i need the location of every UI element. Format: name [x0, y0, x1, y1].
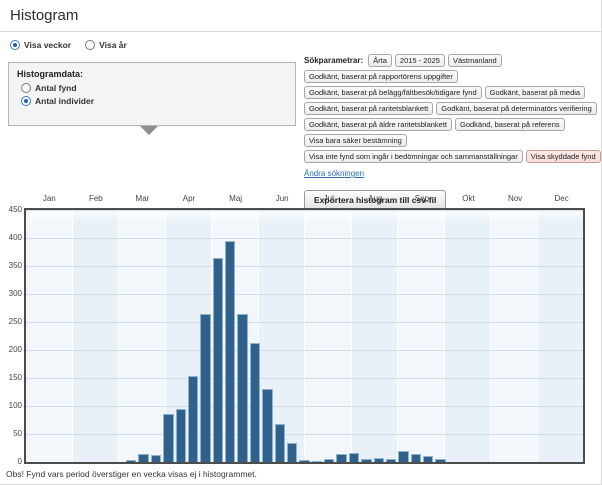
radio-icon[interactable]: [21, 83, 31, 93]
filter-chip[interactable]: Godkänt, baserat på äldre raritetsblanke…: [304, 118, 452, 131]
bar-week-23: [299, 459, 310, 462]
bar-week-16: [212, 257, 224, 462]
y-axis-label: 250: [8, 317, 22, 326]
filter-chip[interactable]: Visa skyddade fynd: [525, 150, 601, 163]
filter-chip[interactable]: Godkänd, baserat på referens: [455, 118, 565, 131]
bar-week-20: [262, 389, 273, 462]
filter-chip[interactable]: Årta: [368, 54, 392, 67]
filter-chip[interactable]: Västmanland: [447, 54, 502, 67]
y-axis-label: 300: [8, 289, 22, 298]
histogramdata-label: Histogramdata:: [17, 69, 84, 79]
footnote: Obs! Fynd vars period överstiger en veck…: [6, 469, 257, 479]
y-axis-label: 0: [17, 457, 22, 466]
bar-week-21: [274, 424, 285, 462]
radio-label: Antal individer: [35, 96, 95, 106]
bar-week-31: [398, 450, 409, 462]
search-parameters-label: Sökparametrar:: [304, 56, 364, 65]
bar-week-22: [286, 442, 298, 462]
bar-week-30: [385, 459, 397, 462]
filter-chip[interactable]: Godkänt, baserat på determinatörs verifi…: [436, 102, 597, 115]
month-label: Jun: [275, 194, 289, 203]
month-label: Dec: [554, 194, 569, 203]
y-axis-label: 200: [8, 345, 22, 354]
bar-week-12: [163, 414, 174, 462]
radio-icon[interactable]: [10, 40, 20, 50]
month-label: Maj: [229, 194, 243, 203]
month-label: Nov: [507, 194, 523, 203]
bar-week-26: [336, 453, 347, 462]
bar-week-29: [373, 457, 384, 462]
radio-visa-ar[interactable]: Visa år: [85, 40, 127, 50]
y-axis-label: 350: [8, 261, 22, 270]
bar-week-9: [126, 459, 137, 462]
title-divider: [0, 31, 602, 32]
month-label: Aug: [368, 194, 383, 203]
month-label: Apr: [182, 194, 196, 203]
bar-week-34: [435, 458, 446, 462]
edit-search-link[interactable]: Ändra sökningen: [304, 169, 365, 178]
filter-chip-list: Sökparametrar: Årta 2015 - 2025 Västmanlan…: [304, 54, 602, 163]
month-axis: Jan Feb Mar Apr Maj Jun Jul Aug Sep Okt Nov Dec: [26, 194, 585, 206]
search-parameters-panel: Sökparametrar: Årta 2015 - 2025 Västmanlan…: [304, 54, 602, 210]
radio-label: Antal fynd: [35, 83, 77, 93]
bar-week-10: [138, 453, 149, 462]
filter-chip[interactable]: Godkänt, baserat på media: [484, 86, 586, 99]
histogram-chart: Jan Feb Mar Apr Maj Jun Jul Aug Sep Okt Nov Dec 450…: [0, 194, 602, 472]
bar-week-11: [150, 455, 162, 462]
tooltip-arrow-icon: [140, 126, 158, 135]
gridlines: [26, 210, 583, 462]
bar-week-14: [187, 376, 199, 462]
month-label: Jan: [42, 194, 56, 203]
y-axis-label: 150: [8, 373, 22, 382]
month-label: Jul: [323, 194, 334, 203]
bar-week-19: [249, 343, 261, 462]
filter-chip[interactable]: Godkänt, baserat på rapportörens uppgift…: [304, 70, 458, 83]
radio-icon[interactable]: [21, 96, 31, 106]
bar-week-27: [348, 453, 360, 462]
y-axis-label: 400: [8, 233, 22, 242]
radio-icon[interactable]: [85, 40, 96, 50]
radio-label: Visa veckor: [24, 40, 72, 50]
radio-label: Visa år: [99, 40, 127, 50]
bar-week-13: [175, 408, 186, 462]
y-axis-label: 50: [13, 429, 22, 438]
month-label: Sep: [414, 194, 430, 203]
month-label: Feb: [88, 194, 103, 203]
bar-week-28: [361, 459, 372, 462]
filter-chip[interactable]: Visa inte fynd som ingår i bedömningar o…: [304, 150, 523, 163]
bar-week-18: [237, 313, 248, 462]
month-label: Mar: [135, 194, 150, 203]
bar-week-15: [200, 314, 211, 462]
radio-visa-veckor[interactable]: Visa veckor: [10, 40, 71, 50]
page-title: Histogram: [10, 7, 79, 24]
filter-chip[interactable]: 2015 - 2025: [394, 54, 445, 67]
filter-chip[interactable]: Godkänt, baserat på raritetsblankett: [304, 102, 434, 115]
month-label: Okt: [462, 194, 475, 203]
filter-chip[interactable]: Visa bara säker bestämning: [304, 134, 407, 147]
view-toggle-group: Visa veckor Visa år: [10, 40, 127, 50]
y-axis-label: 450: [8, 205, 22, 214]
bar-week-32: [410, 453, 422, 462]
bar-week-24: [311, 460, 323, 462]
histogramdata-box: Histogramdata: Antal fynd Antal individe…: [8, 62, 296, 126]
filter-chip[interactable]: Godkänt, baserat på belägg/fältbesök/tid…: [304, 86, 482, 99]
bar-week-33: [423, 456, 434, 462]
y-axis-label: 100: [8, 401, 22, 410]
bar-week-25: [324, 458, 335, 462]
plot-area: [24, 208, 585, 464]
bar-week-17: [225, 240, 236, 462]
radio-antal-individer[interactable]: Antal individer: [21, 96, 287, 106]
radio-antal-fynd[interactable]: Antal fynd: [21, 83, 287, 93]
